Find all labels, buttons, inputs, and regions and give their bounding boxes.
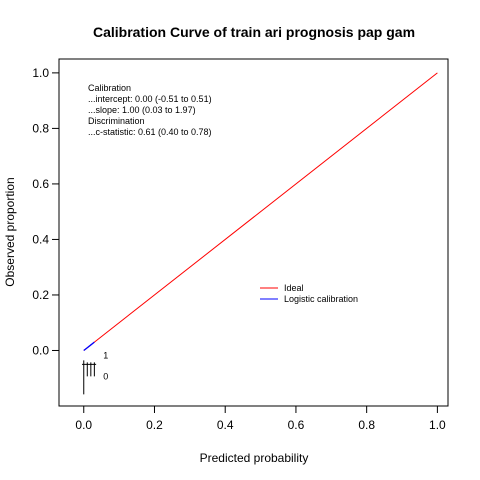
x-axis-label: Predicted probability bbox=[200, 451, 309, 465]
y-tick-label: 0.4 bbox=[32, 232, 49, 246]
y-tick-label: 1.0 bbox=[32, 66, 49, 80]
x-tick-label: 0.8 bbox=[358, 418, 375, 432]
x-tick-label: 0.6 bbox=[288, 418, 305, 432]
y-tick-label: 0.6 bbox=[32, 177, 49, 191]
annotation-line: ...intercept: 0.00 (-0.51 to 0.51) bbox=[88, 94, 212, 104]
annotation-block: Calibration ...intercept: 0.00 (-0.51 to… bbox=[88, 83, 212, 137]
rug-label-nonevent: 0 bbox=[103, 371, 108, 381]
legend-label: Ideal bbox=[284, 283, 304, 293]
ideal-line bbox=[83, 72, 438, 351]
annotation-line: Discrimination bbox=[88, 116, 145, 126]
x-tick-label: 1.0 bbox=[429, 418, 446, 432]
legend-label: Logistic calibration bbox=[284, 294, 358, 304]
annotation-line: Calibration bbox=[88, 83, 131, 93]
annotation-line: ...c-statistic: 0.61 (0.40 to 0.78) bbox=[88, 127, 212, 137]
plot-frame bbox=[58, 58, 449, 407]
y-axis-label: Observed proportion bbox=[3, 177, 17, 286]
x-tick-label: 0.0 bbox=[75, 418, 92, 432]
logistic-calibration-line bbox=[83, 341, 95, 351]
x-axis: 0.0 0.2 0.4 0.6 0.8 1.0 bbox=[75, 406, 446, 432]
x-tick-label: 0.2 bbox=[146, 418, 163, 432]
x-tick-label: 0.4 bbox=[217, 418, 234, 432]
series-layer bbox=[83, 72, 438, 351]
annotation-line: ...slope: 1.00 (0.03 to 1.97) bbox=[88, 105, 196, 115]
y-tick-label: 0.8 bbox=[32, 121, 49, 135]
y-axis: 0.0 0.2 0.4 0.6 0.8 1.0 bbox=[32, 66, 59, 357]
y-tick-label: 0.2 bbox=[32, 288, 49, 302]
y-tick-label: 0.0 bbox=[32, 343, 49, 357]
chart-title: Calibration Curve of train ari prognosis… bbox=[93, 24, 415, 40]
rug-label-event: 1 bbox=[103, 350, 108, 360]
rug-layer: 10 bbox=[81, 350, 108, 395]
